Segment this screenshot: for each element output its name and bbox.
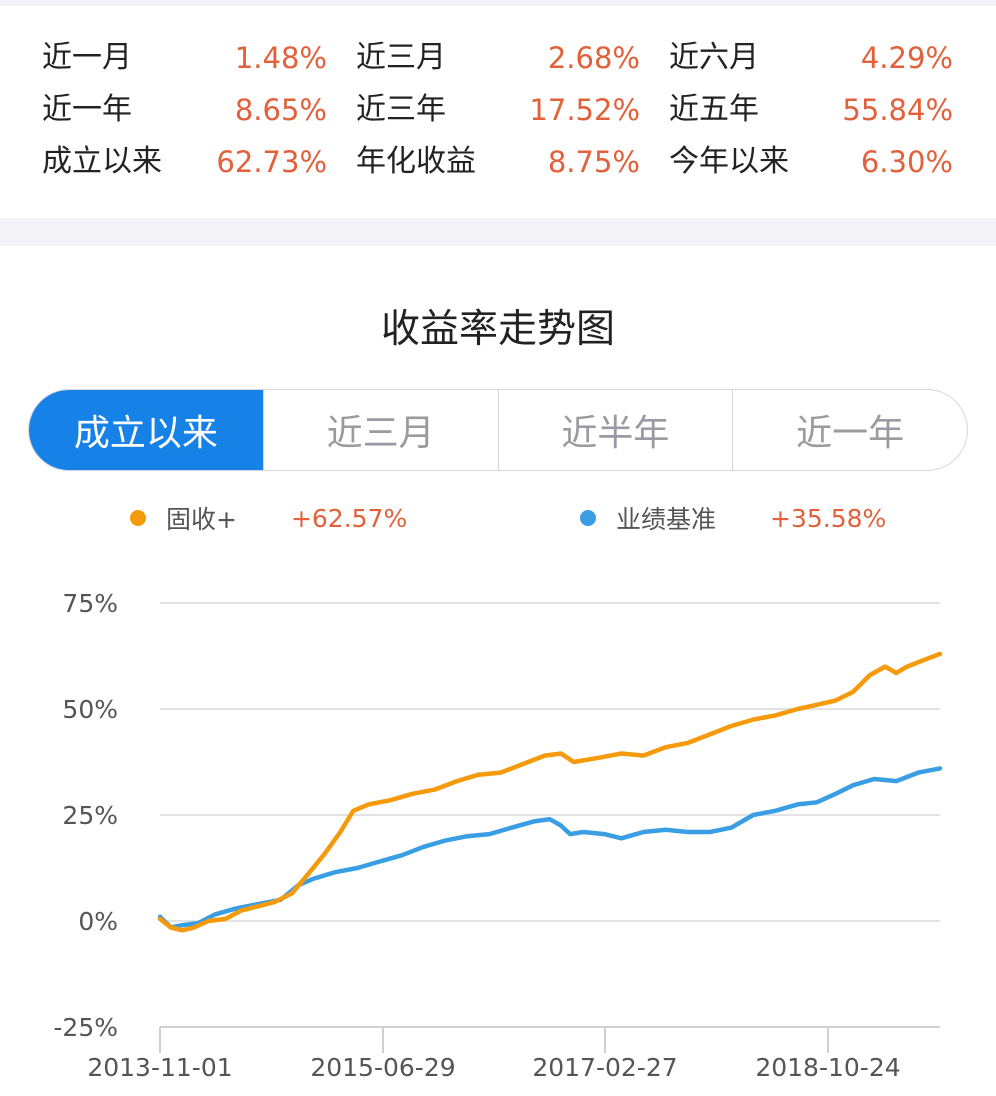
- y-tick-label: 25%: [62, 801, 118, 830]
- stat-label: 近一月: [42, 40, 132, 75]
- stat-value: 8.75%: [547, 145, 640, 179]
- tab-half-year[interactable]: 近半年: [497, 390, 733, 470]
- stat-cell: 近六月 4.29%: [669, 32, 953, 84]
- y-tick-label: 75%: [62, 589, 118, 618]
- tab-since-inception[interactable]: 成立以来: [29, 390, 263, 470]
- period-tabs: 成立以来 近三月 近半年 近一年: [28, 389, 968, 471]
- fund-dot-icon: [130, 510, 146, 526]
- y-tick-label: 0%: [78, 907, 118, 936]
- stat-value: 1.48%: [234, 41, 327, 75]
- section-divider: [0, 218, 996, 246]
- stat-cell: 近五年 55.84%: [669, 84, 953, 136]
- stat-label: 年化收益: [356, 144, 476, 179]
- stat-value: 8.65%: [234, 93, 327, 127]
- legend-fund: 固收+ +62.57%: [130, 498, 407, 538]
- stat-label: 成立以来: [42, 144, 162, 179]
- x-tick-label: 2013-11-01: [87, 1053, 232, 1082]
- stat-cell: 近三月 2.68%: [356, 32, 640, 84]
- stat-cell: 近一年 8.65%: [42, 84, 327, 136]
- legend-benchmark-value: +35.58%: [770, 503, 887, 533]
- y-tick-label: 50%: [62, 695, 118, 724]
- stat-label: 近五年: [669, 92, 759, 127]
- tab-one-year[interactable]: 近一年: [732, 390, 967, 470]
- stat-value: 17.52%: [529, 93, 640, 127]
- stat-label: 今年以来: [669, 144, 789, 179]
- chart-title: 收益率走势图: [380, 307, 615, 352]
- top-divider: [0, 0, 996, 6]
- return-chart: 75% 50% 25% 0% -25% 2013-11-01 2015-06-29 2017-…: [53, 589, 943, 1082]
- legend-benchmark-name: 业绩基准: [616, 505, 717, 534]
- x-tick-label: 2018-10-24: [755, 1053, 900, 1082]
- stat-label: 近一年: [42, 92, 132, 127]
- benchmark-series-line: [157, 766, 943, 930]
- stat-cell: 年化收益 8.75%: [356, 136, 640, 188]
- benchmark-dot-icon: [580, 510, 596, 526]
- legend-fund-name: 固收+: [166, 505, 237, 534]
- x-tick-label: 2015-06-29: [310, 1053, 455, 1082]
- x-tick-label: 2017-02-27: [532, 1053, 677, 1082]
- stat-value: 2.68%: [547, 41, 640, 75]
- stat-label: 近六月: [669, 40, 759, 75]
- legend-benchmark: 业绩基准 +35.58%: [580, 498, 886, 538]
- stat-value: 6.30%: [860, 145, 953, 179]
- stat-label: 近三月: [356, 40, 446, 75]
- stat-label: 近三年: [356, 92, 446, 127]
- stat-cell: 今年以来 6.30%: [669, 136, 953, 188]
- stat-value: 62.73%: [216, 145, 327, 179]
- y-tick-label: -25%: [53, 1013, 118, 1042]
- legend-fund-value: +62.57%: [290, 503, 408, 533]
- fund-series-line: [157, 651, 943, 933]
- stat-cell: 近三年 17.52%: [356, 84, 640, 136]
- tab-three-months[interactable]: 近三月: [262, 390, 498, 470]
- stat-cell: 成立以来 62.73%: [42, 136, 327, 188]
- stat-value: 4.29%: [860, 41, 953, 75]
- stat-value: 55.84%: [842, 93, 953, 127]
- stat-cell: 近一月 1.48%: [42, 32, 327, 84]
